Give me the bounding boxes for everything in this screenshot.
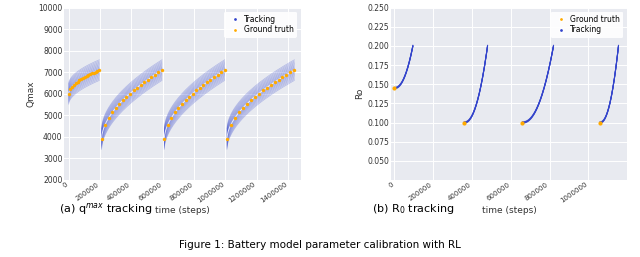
Point xyxy=(202,80,212,84)
Point xyxy=(266,83,276,87)
X-axis label: time (steps): time (steps) xyxy=(155,206,210,215)
Point xyxy=(129,88,139,93)
Point xyxy=(198,83,209,87)
Point xyxy=(212,73,223,77)
Point xyxy=(143,78,153,82)
Point xyxy=(65,87,76,91)
Point xyxy=(517,121,527,125)
Point xyxy=(125,91,135,96)
Point xyxy=(230,116,240,120)
Point xyxy=(87,71,97,76)
Point xyxy=(100,122,110,126)
Point xyxy=(80,75,90,79)
Point xyxy=(81,74,92,78)
Text: (b) R$_0$ tracking: (b) R$_0$ tracking xyxy=(372,203,454,216)
Point xyxy=(85,72,95,76)
Point xyxy=(234,111,244,115)
Point xyxy=(94,68,104,72)
Text: (a) q$^{max}$ tracking: (a) q$^{max}$ tracking xyxy=(59,201,152,217)
Legend: Tracking, Ground truth: Tracking, Ground truth xyxy=(224,12,297,38)
Point xyxy=(246,98,256,102)
Text: Figure 1: Battery model parameter calibration with RL: Figure 1: Battery model parameter calibr… xyxy=(179,241,461,250)
Point xyxy=(74,78,84,82)
Point xyxy=(389,86,399,90)
Point xyxy=(595,121,605,125)
Point xyxy=(153,70,163,75)
Point xyxy=(90,70,100,74)
Point xyxy=(177,102,187,106)
Point xyxy=(97,137,107,141)
Point xyxy=(136,83,146,87)
Legend: Ground truth, Tracking: Ground truth, Tracking xyxy=(550,12,623,38)
Point xyxy=(114,102,124,106)
Point xyxy=(76,77,86,81)
Point xyxy=(159,137,170,141)
Point xyxy=(205,78,216,82)
Point xyxy=(163,122,173,126)
Point xyxy=(170,111,180,115)
Y-axis label: Qmax: Qmax xyxy=(27,80,36,107)
Point xyxy=(184,95,195,99)
Point xyxy=(150,73,160,77)
Point xyxy=(157,68,167,72)
Point xyxy=(63,92,74,96)
Point xyxy=(237,106,248,110)
Point xyxy=(118,98,128,102)
Point xyxy=(195,86,205,90)
Point xyxy=(269,80,280,84)
Point xyxy=(132,86,142,90)
Point xyxy=(226,122,236,126)
Point xyxy=(146,75,156,79)
Point xyxy=(209,75,219,79)
Point xyxy=(253,91,264,96)
Point xyxy=(250,95,260,99)
Point xyxy=(216,70,226,75)
Point xyxy=(257,88,268,93)
Point xyxy=(78,76,88,80)
Point xyxy=(282,73,292,77)
Point xyxy=(173,106,184,110)
Point xyxy=(277,75,287,79)
Point xyxy=(220,68,230,72)
Point xyxy=(459,121,469,125)
Point xyxy=(180,98,191,102)
Point xyxy=(67,85,77,89)
Point xyxy=(273,78,284,82)
Point xyxy=(222,137,232,141)
Point xyxy=(71,81,81,85)
Point xyxy=(242,102,252,106)
X-axis label: time (steps): time (steps) xyxy=(481,206,536,215)
Point xyxy=(262,86,272,90)
Point xyxy=(72,80,83,84)
Point xyxy=(166,116,177,120)
Point xyxy=(191,88,202,93)
Point xyxy=(289,68,300,72)
Point xyxy=(69,83,79,87)
Point xyxy=(92,69,102,73)
Point xyxy=(111,106,121,110)
Point xyxy=(104,116,114,120)
Point xyxy=(107,111,117,115)
Point xyxy=(188,91,198,96)
Point xyxy=(285,70,296,75)
Point xyxy=(122,95,132,99)
Point xyxy=(89,70,99,75)
Y-axis label: Ro: Ro xyxy=(355,88,365,99)
Point xyxy=(83,73,93,77)
Point xyxy=(139,80,149,84)
